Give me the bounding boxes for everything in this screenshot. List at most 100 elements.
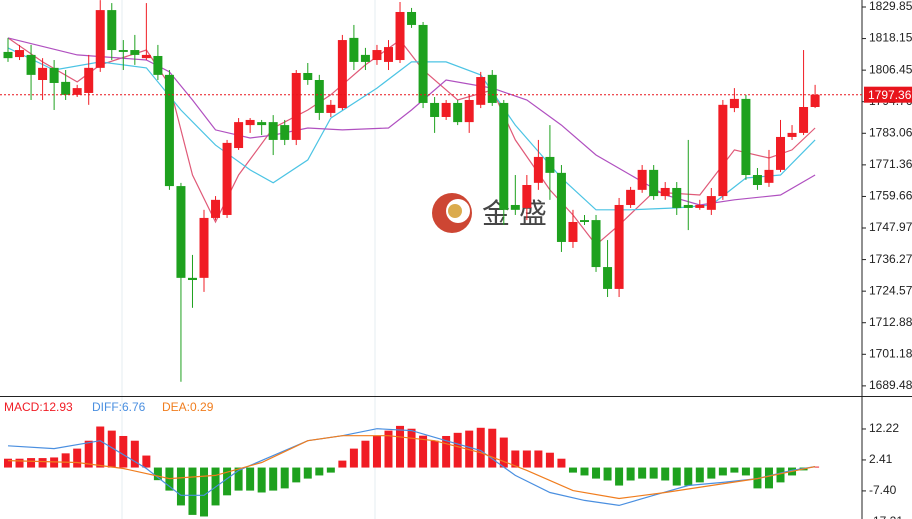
- y-tick-label: 1701.18: [869, 346, 912, 360]
- candle-body: [510, 204, 520, 210]
- macd-bar: [38, 458, 47, 468]
- macd-bar: [603, 467, 612, 481]
- candle-body: [72, 88, 82, 95]
- candle-body: [118, 50, 128, 52]
- candle-body: [545, 156, 555, 173]
- macd-bar: [61, 453, 70, 468]
- candle-body: [568, 221, 578, 242]
- candle-body: [257, 122, 267, 126]
- candle-body: [430, 102, 440, 117]
- candle-body: [787, 132, 797, 137]
- macd-bar: [361, 440, 370, 468]
- macd-bar: [338, 460, 347, 468]
- macd-bar: [27, 458, 36, 468]
- candle-body: [84, 67, 94, 93]
- macd-bar: [442, 435, 451, 468]
- y-tick-label: 1806.45: [869, 62, 912, 76]
- macd-bar: [684, 467, 693, 486]
- candle-body: [187, 277, 197, 281]
- candle-body: [280, 125, 290, 140]
- y-tick-label: 1747.97: [869, 220, 912, 234]
- candle-body: [626, 189, 636, 205]
- candle-body: [268, 122, 278, 140]
- macd-bar: [488, 428, 497, 468]
- indicator-line: [7, 47, 816, 211]
- candle-body: [314, 80, 324, 113]
- macd-bar: [741, 467, 750, 476]
- legend-entry: MACD:12.93: [4, 400, 73, 414]
- macd-bar: [326, 467, 335, 473]
- current-price-box: [864, 86, 912, 103]
- y-tick-label: 1783.06: [869, 125, 912, 139]
- candle-body: [95, 10, 105, 68]
- current-price-label: 1797.36: [868, 88, 912, 102]
- candle-body: [337, 40, 347, 109]
- macd-bar: [718, 467, 727, 476]
- candle-body: [776, 136, 786, 170]
- macd-bar: [511, 450, 520, 468]
- y-tick-label: 1818.15: [869, 31, 912, 45]
- watermark-text: 金 盛: [482, 197, 547, 230]
- macd-bar: [234, 467, 243, 491]
- macd-bar: [246, 467, 255, 491]
- macd-bar: [292, 467, 301, 483]
- macd-bar: [84, 440, 93, 468]
- macd-bar: [315, 467, 324, 476]
- candle-body: [26, 54, 36, 75]
- macd-bar: [280, 467, 289, 489]
- y-tick-label: 1759.66: [869, 189, 912, 203]
- candle-body: [580, 220, 589, 222]
- y-tick-label: 2.41: [869, 452, 893, 466]
- macd-bar: [223, 467, 232, 496]
- watermark: 金 盛: [432, 193, 547, 233]
- candle-body: [533, 156, 543, 183]
- macd-bar: [200, 467, 209, 517]
- y-tick-label: 1736.27: [869, 252, 912, 266]
- macd-bar: [430, 440, 439, 468]
- macd-bar: [753, 467, 762, 489]
- macd-bar: [384, 430, 393, 468]
- candle-body: [360, 54, 370, 62]
- candle-body: [395, 11, 405, 61]
- logo-dot: [448, 204, 462, 218]
- candle-body: [487, 74, 497, 103]
- candle-body: [591, 220, 601, 268]
- indicator-line: [7, 37, 816, 206]
- macd-bar: [257, 467, 266, 493]
- macd-bar: [592, 467, 601, 479]
- macd-bar: [50, 457, 59, 468]
- candle-body: [453, 102, 463, 123]
- candle-body: [15, 50, 25, 58]
- macd-bar: [119, 435, 128, 468]
- y-tick-label: 12.22: [869, 421, 899, 435]
- candle-body: [683, 204, 693, 208]
- candle-body: [3, 51, 13, 59]
- candle-body: [222, 142, 232, 215]
- candle-body: [107, 10, 117, 51]
- candle-body: [660, 187, 670, 197]
- candle-body: [38, 67, 48, 81]
- candle-body: [153, 55, 163, 75]
- candle-body: [476, 77, 486, 105]
- candle-body: [522, 185, 532, 208]
- candle-body: [752, 175, 762, 186]
- macd-bar: [661, 467, 670, 481]
- candle-body: [729, 98, 739, 109]
- macd-bar: [649, 467, 658, 479]
- candle-body: [176, 186, 186, 278]
- macd-bar: [153, 467, 162, 481]
- candle-body: [303, 72, 313, 81]
- macd-bar: [568, 467, 577, 473]
- y-tick-label: -7.40: [869, 483, 897, 497]
- macd-bar: [453, 432, 462, 468]
- candle-body: [672, 187, 682, 208]
- macd-bar: [372, 435, 381, 468]
- macd-bar: [499, 437, 508, 468]
- macd-bar: [626, 467, 635, 481]
- candle-body: [383, 47, 393, 62]
- macd-bar: [695, 467, 704, 483]
- macd-bar: [188, 467, 197, 515]
- macd-bar: [615, 467, 624, 486]
- macd-bar: [707, 467, 716, 479]
- y-tick-label: 1771.36: [869, 157, 912, 171]
